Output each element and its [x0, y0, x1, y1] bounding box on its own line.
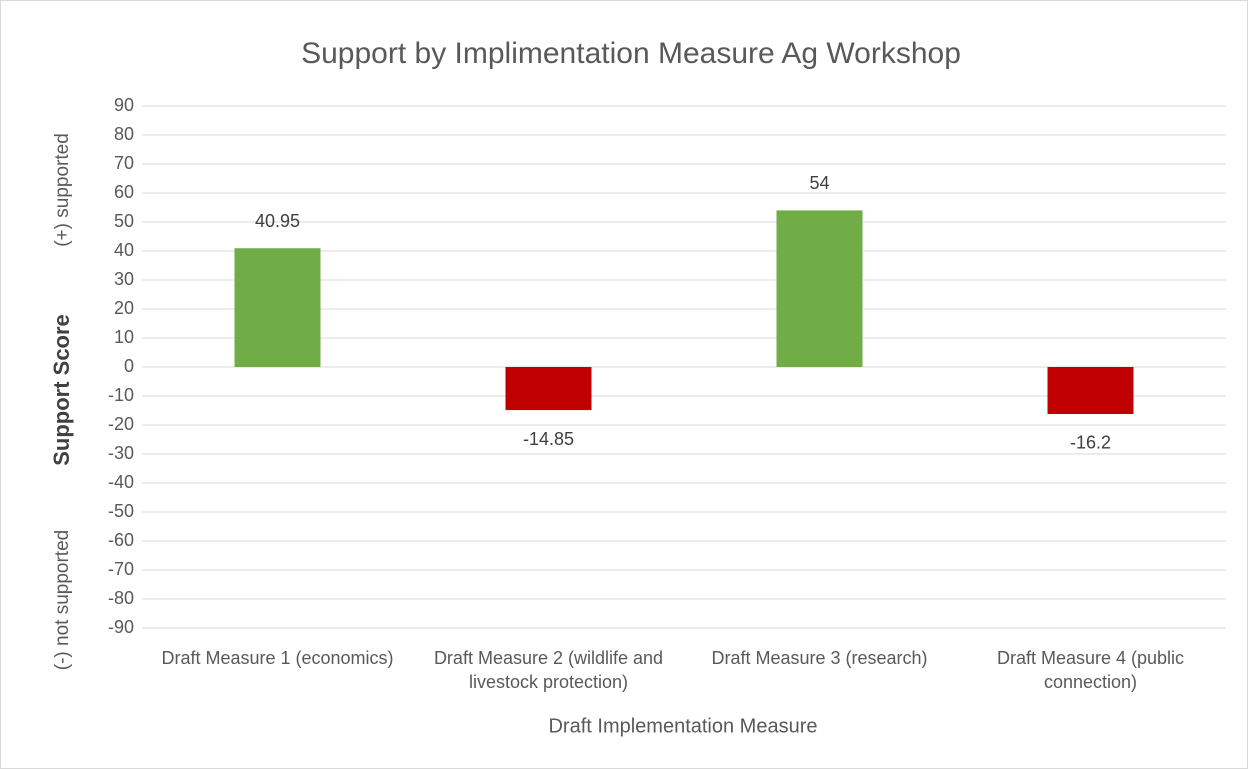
- y-tick-label: -80: [108, 588, 134, 608]
- x-tick-label: Draft Measure 1 (economics): [161, 648, 394, 668]
- y-axis-title: Support Score: [49, 314, 74, 466]
- y-tick-label: 30: [114, 269, 134, 289]
- y-tick-label: -10: [108, 385, 134, 405]
- chart-title: Support by Implimentation Measure Ag Wor…: [301, 37, 961, 70]
- bar: [505, 367, 592, 411]
- data-label: 54: [809, 173, 829, 193]
- bar: [776, 210, 863, 367]
- x-tick-label: Draft Measure 4 (public connection): [996, 648, 1185, 692]
- data-label: -16.2: [1070, 433, 1111, 453]
- y-tick-label: -90: [108, 617, 134, 637]
- y-tick-label: 80: [114, 124, 134, 144]
- y-tick-label: 10: [114, 327, 134, 347]
- y-tick-label: 60: [114, 182, 134, 202]
- y-tick-label: -30: [108, 443, 134, 463]
- y-tick-label: 90: [114, 95, 134, 115]
- bar: [234, 248, 321, 367]
- y-tick-label: -20: [108, 414, 134, 434]
- x-axis-title: Draft Implementation Measure: [548, 715, 817, 737]
- x-tick-label: Draft Measure 3 (research): [711, 648, 928, 668]
- y-tick-label: -40: [108, 472, 134, 492]
- y-tick-label: -60: [108, 530, 134, 550]
- data-label: -14.85: [523, 429, 574, 449]
- y-tick-label: 40: [114, 240, 134, 260]
- y-tick-label: 50: [114, 211, 134, 231]
- y-tick-label: 20: [114, 298, 134, 318]
- y-tick-label: -50: [108, 501, 134, 521]
- x-tick-label: Draft Measure 2 (wildlife and livestock …: [433, 648, 664, 692]
- data-label: 40.95: [255, 211, 300, 231]
- y-tick-label: 70: [114, 153, 134, 173]
- annotation: (+) supported: [52, 133, 73, 247]
- y-tick-label: 0: [124, 356, 134, 376]
- annotation: (-) not supported: [52, 530, 73, 670]
- y-tick-label: -70: [108, 559, 134, 579]
- bar: [1047, 367, 1134, 414]
